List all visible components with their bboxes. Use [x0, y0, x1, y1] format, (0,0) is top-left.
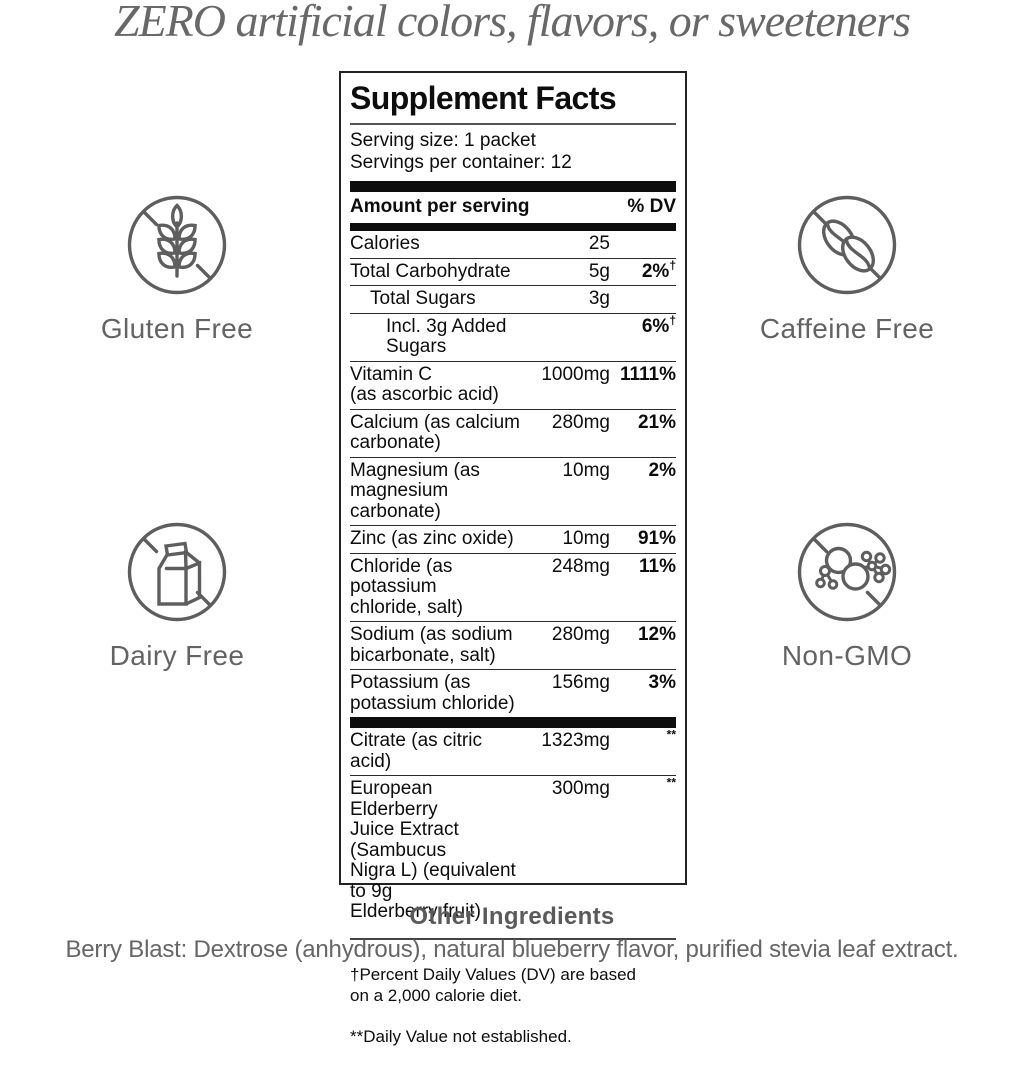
- badge-gluten-free: Gluten Free: [57, 193, 297, 345]
- nutrient-dv: 3%: [648, 672, 676, 693]
- badge-label-dairy-free: Dairy Free: [109, 640, 245, 671]
- badge-dairy-free: Dairy Free: [57, 520, 297, 672]
- nutrient-name: Potassium (as potassium chloride): [350, 672, 515, 714]
- supplement-row: Chloride (as potassium chloride, salt) 2…: [350, 554, 676, 622]
- supplement-row: Vitamin C (as ascorbic acid) 1000mg 1111…: [350, 362, 676, 410]
- other-ingredients-text: Berry Blast: Dextrose (anhydrous), natur…: [65, 936, 959, 963]
- serving-size: Serving size: 1 packet: [350, 130, 536, 151]
- supplement-row: Zinc (as zinc oxide) 10mg 91%: [350, 526, 676, 554]
- nutrient-amount: 280mg: [551, 624, 610, 645]
- nutrient-amount: 3g: [588, 288, 610, 309]
- nutrient-amount: 5g: [588, 260, 610, 282]
- molecule-crossed-icon: [797, 522, 897, 622]
- nutrient-name: Sodium (as sodium bicarbonate, salt): [350, 624, 513, 666]
- thick-bar: [350, 181, 676, 192]
- nutrient-name: Calories: [350, 233, 420, 254]
- nutrient-dv: 91%: [637, 528, 676, 549]
- nutrient-name: Vitamin C (as ascorbic acid): [350, 363, 499, 405]
- nutrient-amount: 1323mg: [541, 730, 610, 751]
- supplement-facts-title: Supplement Facts: [350, 80, 617, 116]
- nutrient-name: European Elderberry Juice Extract (Sambu…: [350, 778, 516, 922]
- badge-non-gmo: Non-GMO: [727, 520, 967, 672]
- nutrient-dv: **: [666, 775, 676, 790]
- divider: [350, 123, 676, 125]
- nutrient-amount: 10mg: [562, 459, 610, 481]
- supplement-row: Total Sugars 3g: [350, 286, 676, 314]
- nutrient-name: Total Sugars: [370, 288, 476, 309]
- nutrient-name: Zinc (as zinc oxide): [350, 528, 514, 549]
- supplement-row: Calories 25: [350, 231, 676, 259]
- percent-dv-header: % DV: [627, 196, 676, 217]
- rows-secondary: Citrate (as citric acid) 1323mg ** Europ…: [350, 728, 676, 926]
- nutrient-dv: **: [666, 727, 676, 742]
- milk-carton-crossed-icon: [127, 522, 227, 622]
- nutrient-amount: 280mg: [551, 411, 610, 433]
- nutrient-dv: 2%†: [641, 258, 676, 282]
- nutrient-name: Incl. 3g Added Sugars: [386, 315, 507, 357]
- nutrient-dv: 21%: [637, 411, 676, 433]
- nutrient-dv: 6%†: [641, 313, 676, 337]
- footnote-asterisk: **Daily Value not established.: [350, 1026, 572, 1046]
- wheat-crossed-icon: [127, 195, 227, 295]
- nutrient-name: Calcium (as calcium carbonate): [350, 411, 520, 453]
- supplement-facts-panel: Supplement Facts Serving size: 1 packet …: [339, 71, 687, 1046]
- badge-label-gluten-free: Gluten Free: [100, 313, 254, 344]
- nutrient-name: Total Carbohydrate: [350, 260, 511, 282]
- nutrient-name: Chloride (as potassium chloride, salt): [350, 555, 463, 618]
- thick-bar: [350, 223, 676, 231]
- servings-per-container: Servings per container: 12: [350, 152, 572, 173]
- supplement-row: Magnesium (as magnesium carbonate) 10mg …: [350, 458, 676, 526]
- badge-label-non-gmo: Non-GMO: [781, 640, 913, 671]
- supplement-row: Sodium (as sodium bicarbonate, salt) 280…: [350, 622, 676, 670]
- nutrient-amount: 1000mg: [541, 363, 610, 385]
- supplement-row: Citrate (as citric acid) 1323mg **: [350, 728, 676, 776]
- supplement-row: Total Carbohydrate 5g 2%†: [350, 258, 676, 286]
- nutrient-amount: 156mg: [551, 672, 610, 693]
- supplement-row: Incl. 3g Added Sugars 6%†: [350, 314, 676, 362]
- nutrient-name: Citrate (as citric acid): [350, 730, 482, 772]
- nutrient-amount: 10mg: [562, 528, 610, 549]
- supplement-row: European Elderberry Juice Extract (Sambu…: [350, 776, 676, 926]
- other-ingredients-title: Other Ingredients: [409, 903, 615, 930]
- headline: ZERO artificial colors, flavors, or swee…: [113, 0, 911, 46]
- supplement-row: Potassium (as potassium chloride) 156mg …: [350, 670, 676, 717]
- nutrient-dv: 12%: [637, 624, 676, 645]
- thick-bar: [350, 717, 676, 728]
- badge-caffeine-free: Caffeine Free: [727, 193, 967, 345]
- supplement-row: Calcium (as calcium carbonate) 280mg 21%: [350, 410, 676, 458]
- nutrient-amount: 300mg: [551, 778, 610, 799]
- nutrient-amount: 248mg: [551, 555, 610, 577]
- rows-primary: Calories 25 Total Carbohydrate 5g 2%† To…: [350, 231, 676, 717]
- nutrient-dv: 11%: [639, 555, 676, 577]
- nutrient-name: Magnesium (as magnesium carbonate): [350, 459, 480, 522]
- footnote-dagger: †Percent Daily Values (DV) are based on …: [350, 965, 636, 1005]
- amount-per-serving-header: Amount per serving: [350, 196, 530, 217]
- coffee-beans-crossed-icon: [797, 195, 897, 295]
- nutrient-amount: 25: [588, 233, 610, 254]
- nutrient-dv: 1111%: [619, 363, 676, 385]
- badge-label-caffeine-free: Caffeine Free: [759, 313, 935, 344]
- nutrient-dv: 2%: [648, 459, 676, 481]
